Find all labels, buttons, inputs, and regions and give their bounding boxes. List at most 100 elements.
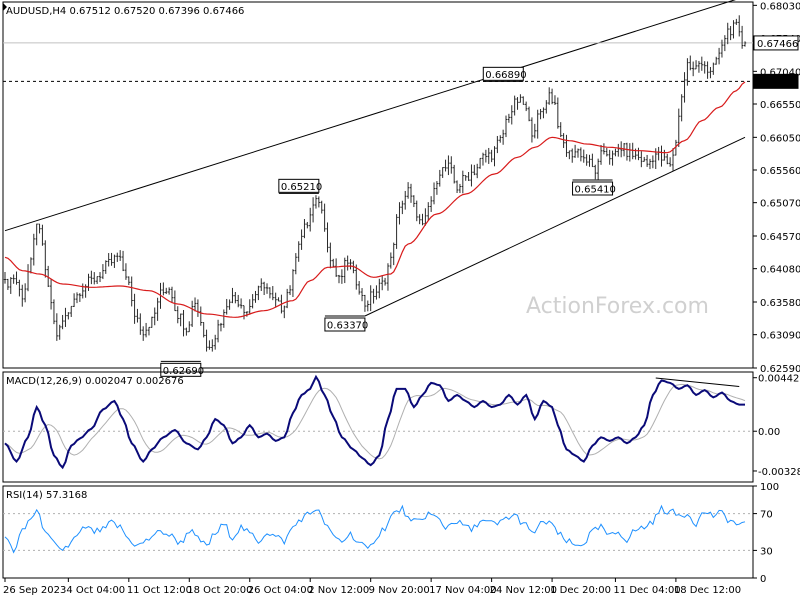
price-bar: [306, 221, 309, 229]
price-bar: [576, 148, 580, 158]
price-y-tick-label: 0.62590: [760, 364, 800, 375]
price-bar: [447, 155, 450, 176]
time-tick-label: 26 Oct 04:00: [248, 585, 313, 596]
price-bar: [346, 255, 349, 271]
price-y-tick-label: 0.64080: [760, 265, 800, 276]
price-bar: [686, 58, 689, 86]
price-bar: [369, 285, 372, 312]
price-bar: [87, 273, 90, 291]
price-bar: [738, 15, 741, 37]
price-bar: [58, 324, 61, 340]
price-bar: [579, 147, 583, 162]
price-bar: [18, 279, 21, 297]
price-bar: [499, 135, 502, 143]
price-bar: [386, 263, 390, 291]
time-tick-label: 18 Oct 20:00: [187, 585, 252, 596]
price-bar: [349, 259, 352, 270]
price-bar: [640, 151, 643, 168]
price-bar: [213, 334, 217, 350]
price-bar: [392, 242, 395, 266]
price-bar: [90, 270, 93, 285]
price-bar: [648, 158, 652, 170]
price-bar: [355, 264, 358, 290]
price-bar: [559, 122, 562, 138]
annotation-box: [324, 317, 366, 332]
price-bar: [461, 170, 465, 194]
price-bar: [130, 276, 133, 307]
price-bar: [23, 283, 27, 303]
price-bar: [715, 56, 718, 65]
price-bar: [467, 171, 470, 181]
price-bar: [167, 287, 171, 295]
annotation-box: [160, 362, 202, 377]
price-bar: [176, 306, 179, 324]
rsi-line: [4, 504, 746, 554]
price-bar: [740, 25, 744, 49]
price-bar: [44, 240, 47, 278]
price-bar: [398, 202, 401, 225]
price-bar: [415, 200, 418, 222]
price-bar: [260, 278, 263, 291]
price-y-tick-label: 0.66050: [760, 133, 800, 144]
price-panel: ActionForex.com 0.680300.675400.670400.6…: [2, 0, 800, 377]
time-tick-label: 9 Nov 20:00: [369, 585, 430, 596]
price-bar: [617, 143, 620, 157]
price-y-tick-label: 0.68030: [760, 1, 800, 12]
price-bar: [666, 153, 669, 165]
price-bar: [418, 214, 421, 225]
price-bar: [668, 157, 672, 167]
price-bar: [340, 269, 344, 284]
price-bar: [332, 258, 335, 268]
price-y-tick-label: 0.63090: [760, 331, 800, 342]
price-bar: [671, 148, 675, 171]
price-bar: [277, 297, 280, 302]
rsi-y-tick-label: 30: [760, 546, 773, 557]
price-bar: [435, 181, 439, 195]
price-bar: [124, 263, 128, 280]
price-bar: [170, 286, 174, 303]
price-bar: [455, 180, 459, 194]
price-bar: [568, 150, 571, 160]
price-bar: [199, 306, 202, 326]
price-bar: [614, 148, 617, 157]
price-bar: [735, 18, 738, 25]
price-bar: [182, 310, 185, 337]
price-bar: [680, 94, 683, 122]
price-bar: [303, 219, 306, 239]
price-bar: [490, 149, 493, 163]
price-bar: [683, 72, 686, 103]
price-bar: [205, 329, 208, 352]
price-bar: [470, 164, 473, 187]
price-bar: [93, 272, 96, 285]
price-bar: [311, 197, 315, 223]
price-bar: [116, 252, 119, 262]
price-bar: [481, 152, 485, 166]
price-y-tick-label: 0.66550: [760, 100, 800, 111]
price-bar: [95, 276, 99, 284]
annotation-label: 0.62690: [163, 366, 204, 377]
price-bar: [550, 88, 554, 105]
price-bar: [297, 241, 300, 262]
price-bar: [121, 250, 125, 272]
time-tick-label: 26 Sep 2023: [3, 585, 66, 596]
price-bar: [360, 288, 364, 302]
price-tag-box: [753, 73, 799, 89]
annotation-label: 0.66890: [485, 70, 526, 81]
price-bar: [193, 297, 197, 312]
price-bar: [429, 196, 433, 212]
price-bar: [231, 287, 234, 304]
price-bar: [700, 56, 704, 71]
price-bar: [222, 309, 226, 328]
macd-y-tick-label: -0.003288: [758, 467, 800, 478]
rsi-y-tick-label: 100: [760, 482, 779, 493]
price-bar: [288, 285, 292, 296]
price-bar: [372, 288, 375, 304]
price-bar: [594, 164, 597, 180]
price-bar: [611, 150, 614, 166]
price-bar: [504, 115, 508, 138]
price-bar: [239, 298, 243, 309]
trend-channel: [4, 0, 746, 317]
price-bar: [188, 321, 191, 333]
price-bar: [46, 265, 50, 288]
price-bar: [530, 117, 534, 143]
